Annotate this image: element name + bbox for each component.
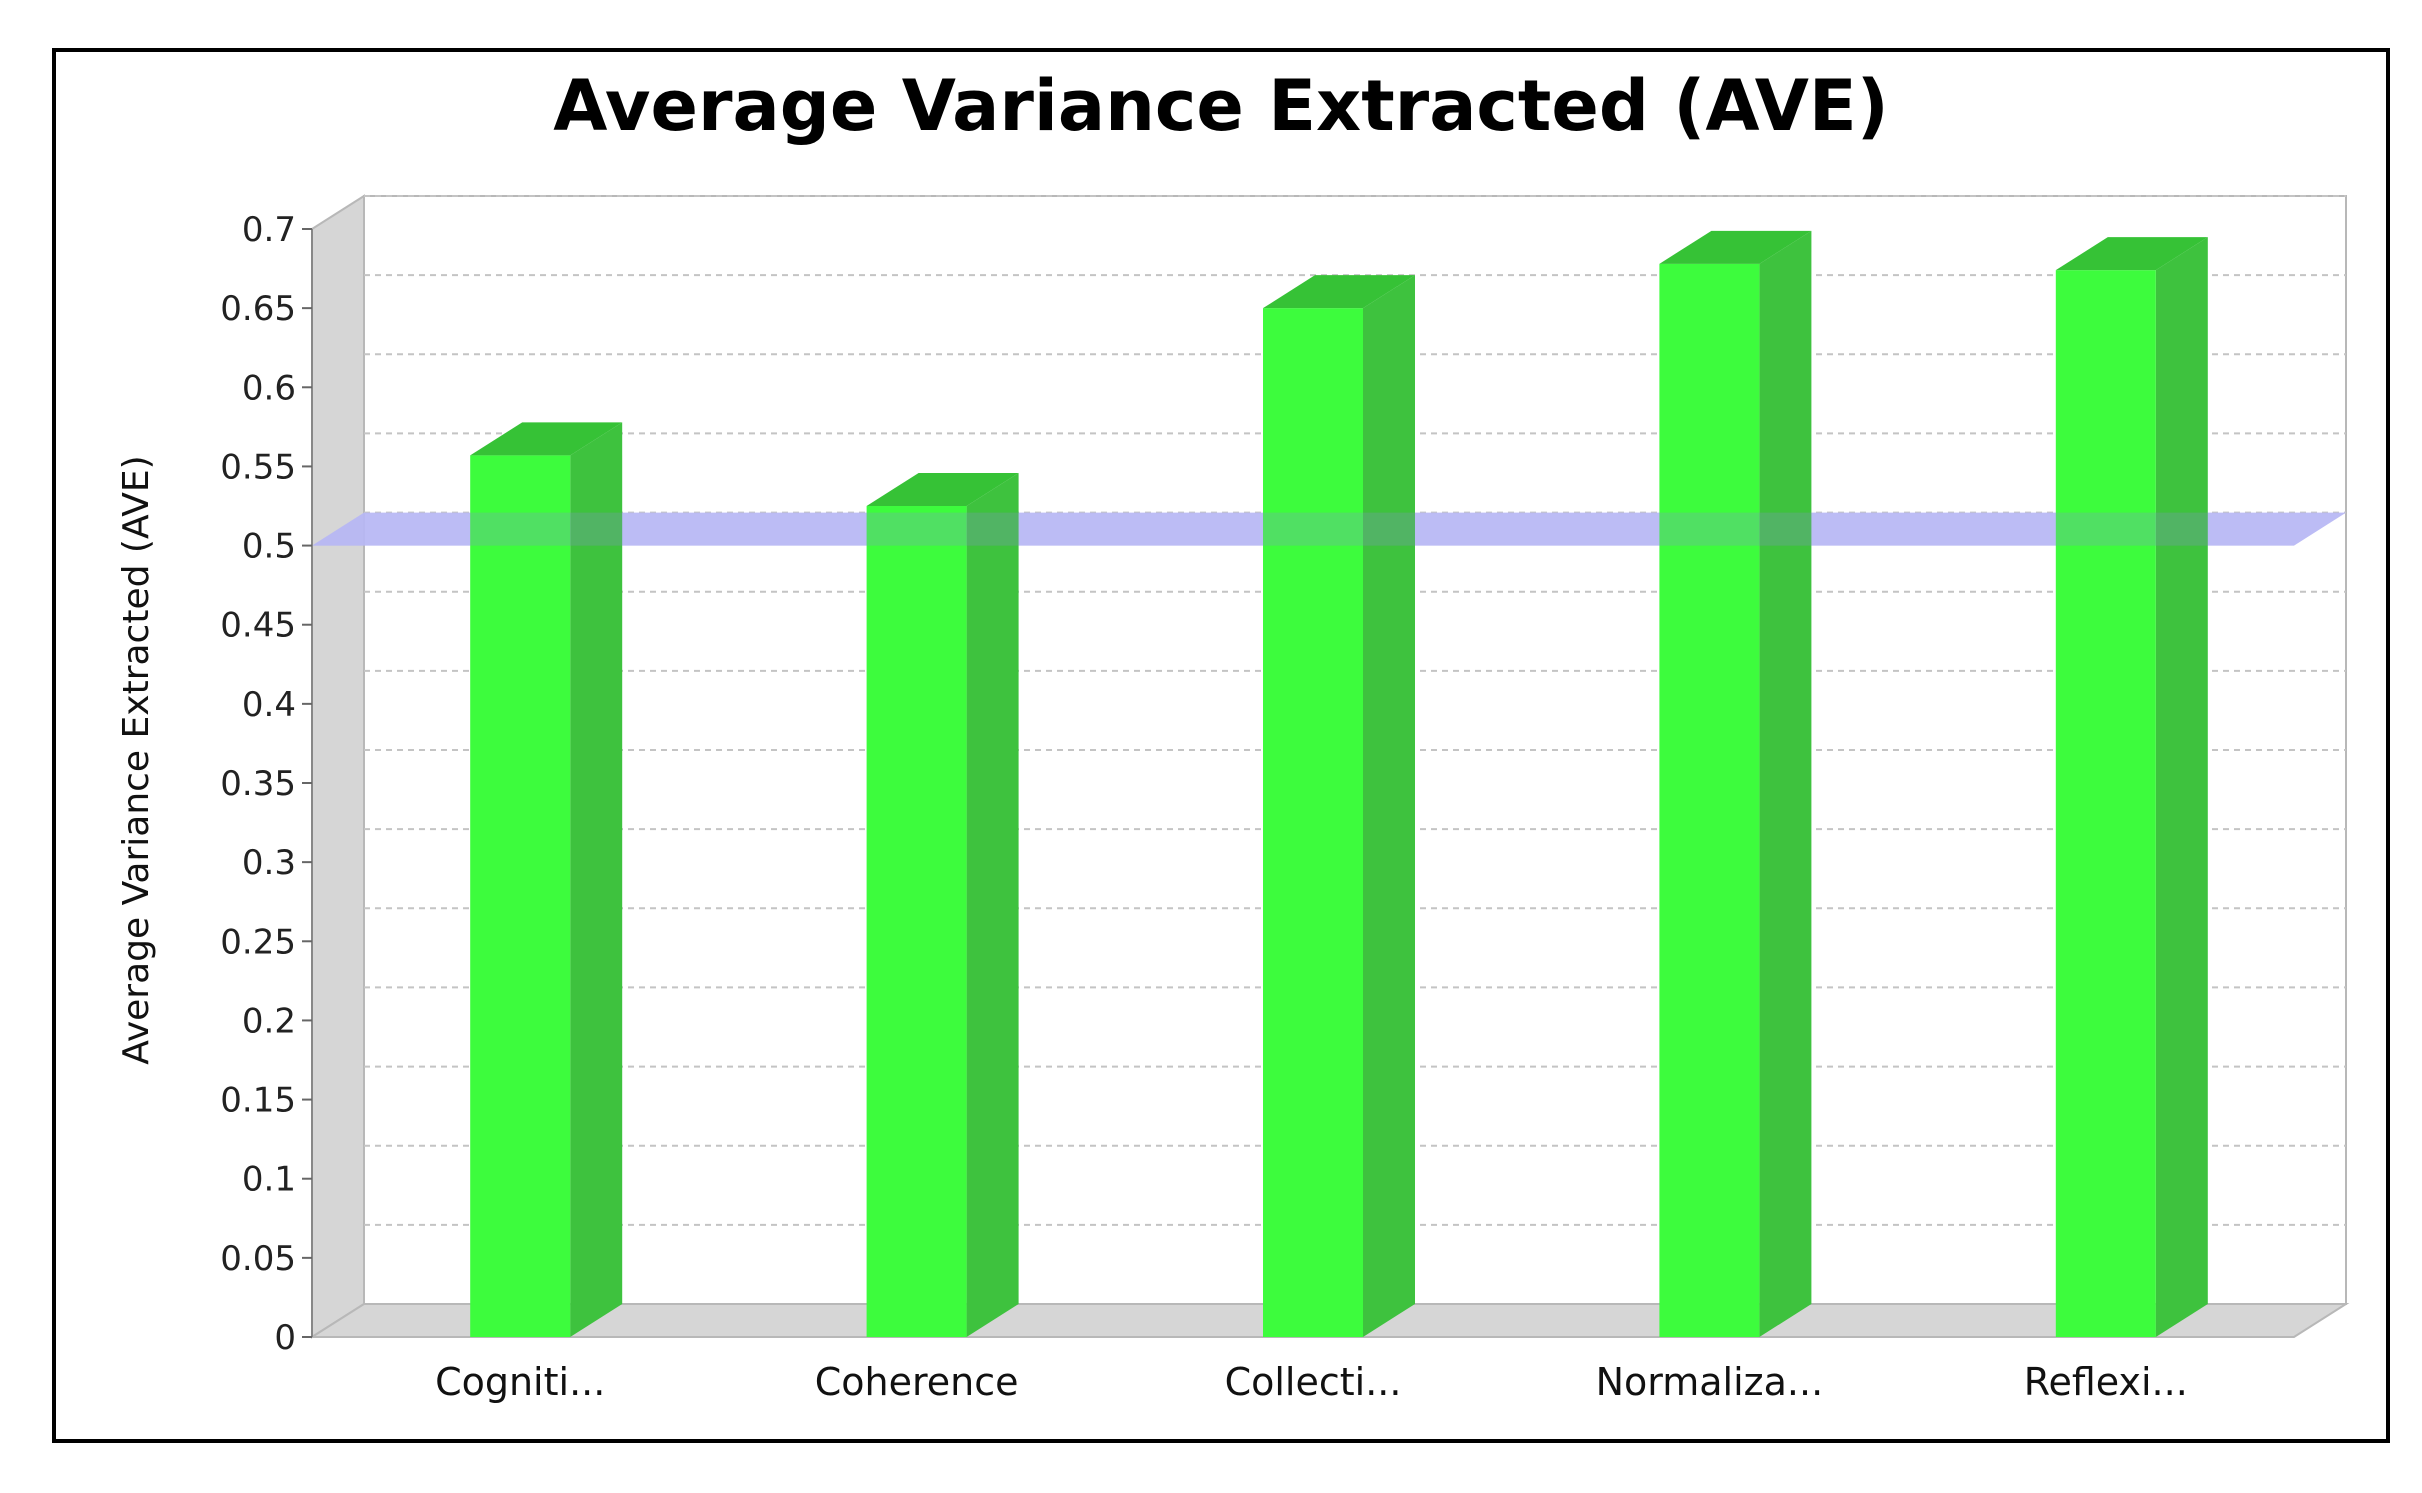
y-tick-label: 0.7 (242, 210, 296, 250)
x-tick-label: Collecti... (1225, 1360, 1402, 1404)
bar-5 (2055, 237, 2208, 1337)
y-tick-label: 0.1 (242, 1160, 296, 1200)
bar-3 (1263, 275, 1415, 1338)
x-tick-label: Normaliza... (1596, 1360, 1824, 1404)
bar-front (866, 506, 967, 1337)
x-tick-label: Reflexi... (2024, 1360, 2188, 1404)
y-tick-label: 0.45 (220, 606, 296, 646)
x-tick-label: Cogniti... (435, 1360, 605, 1404)
y-tick-label: 0.6 (242, 368, 296, 408)
bar-side (570, 422, 623, 1337)
bar-front (1263, 308, 1363, 1338)
y-tick-label: 0.2 (242, 1001, 296, 1041)
y-tick-label: 0.25 (220, 922, 296, 962)
bar-side (2155, 237, 2208, 1337)
x-tick-label: Coherence (815, 1360, 1019, 1404)
y-tick-label: 0.15 (220, 1081, 296, 1121)
bar-front (1659, 263, 1760, 1337)
bar-side (1363, 275, 1415, 1338)
y-tick-label: 0.65 (220, 289, 296, 329)
bar-top (1659, 230, 1812, 264)
threshold-overlay (312, 512, 2346, 546)
bar-top (1263, 275, 1415, 309)
bar-front (470, 455, 571, 1337)
bar-top (2055, 237, 2208, 271)
left-wall (311, 194, 365, 1339)
bar-side (966, 473, 1019, 1337)
bars (312, 230, 2346, 1338)
y-tick-label: 0.5 (242, 527, 296, 567)
y-tick-label: 0.3 (242, 843, 296, 883)
y-axis-label: Average Variance Extracted (AVE) (116, 455, 157, 1064)
bar-1 (470, 422, 623, 1337)
bar-4 (1659, 230, 1812, 1337)
chart-title: Average Variance Extracted (AVE) (553, 65, 1889, 147)
bar-front (2055, 270, 2156, 1337)
y-tick-label: 0.55 (220, 447, 296, 487)
bar-side (1759, 230, 1812, 1337)
bar-top (470, 422, 623, 456)
y-tick-label: 0 (274, 1318, 296, 1358)
x-axis-labels: Cogniti... Coherence Collecti... Normaliza.… (435, 1360, 2188, 1404)
y-axis-ticks: 0 0.05 0.1 0.15 0.2 0.25 0.3 0.35 0.4 0.45 0.5 0.55… (220, 210, 313, 1358)
bar-top (866, 473, 1019, 506)
y-tick-label: 0.35 (220, 764, 296, 804)
bar-2 (866, 473, 1019, 1337)
y-tick-label: 0.4 (242, 685, 296, 725)
y-tick-label: 0.05 (220, 1239, 296, 1279)
